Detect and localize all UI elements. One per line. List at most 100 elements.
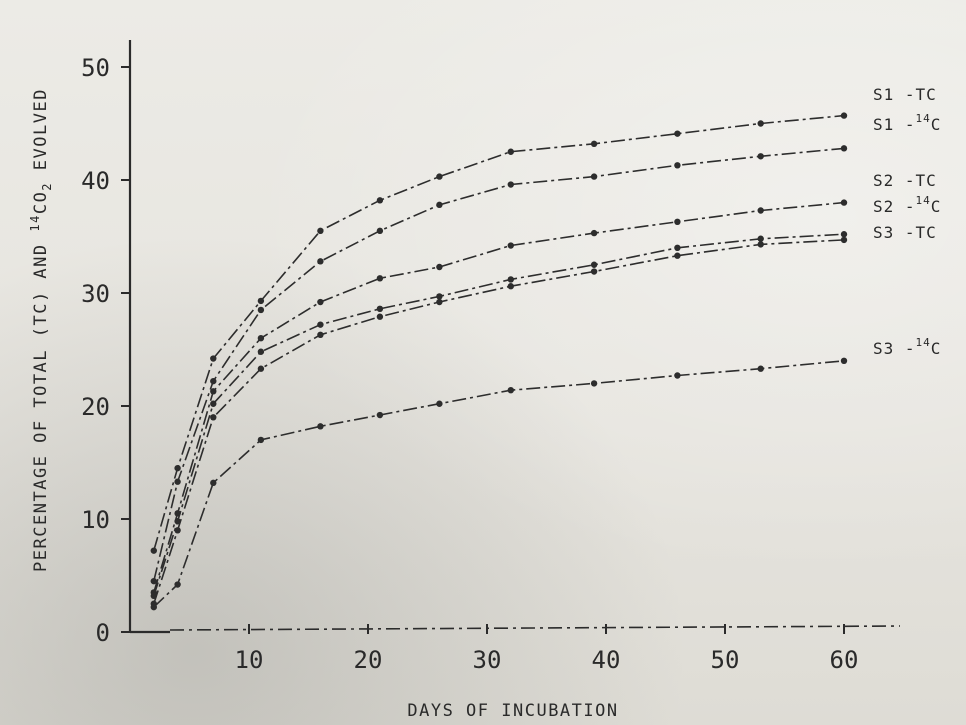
y-tick-label: 50 <box>81 54 110 82</box>
data-point <box>376 411 384 419</box>
x-tick-label: 40 <box>592 646 621 674</box>
x-tick-label: 10 <box>235 646 264 674</box>
data-point <box>257 335 265 342</box>
y-axis-title-sub: 2 <box>40 182 54 191</box>
data-point <box>257 365 265 372</box>
data-point <box>174 527 181 534</box>
data-point <box>317 321 324 328</box>
series-label: S2 -TC <box>873 171 937 190</box>
data-point <box>150 603 157 611</box>
series-label: S1 -TC <box>873 85 937 104</box>
data-point <box>757 153 764 160</box>
y-tick-label: 0 <box>96 619 110 647</box>
data-point <box>174 581 181 588</box>
data-point <box>674 218 681 226</box>
series-label: S1 -14C <box>873 112 941 134</box>
x-tick-label: 30 <box>473 646 502 674</box>
data-point <box>757 120 764 127</box>
x-axis-baseline <box>169 625 901 631</box>
data-point <box>674 130 681 137</box>
y-tick-label: 10 <box>81 506 110 534</box>
data-point <box>376 275 384 282</box>
data-point <box>317 298 324 306</box>
data-point <box>507 283 514 290</box>
series-6 <box>150 357 848 611</box>
data-point <box>757 365 764 372</box>
data-point <box>757 241 764 248</box>
y-axis-title: PERCENTAGE OF TOTAL (TC) AND 14CO2 EVOLV… <box>28 88 54 572</box>
data-point <box>317 331 324 339</box>
data-point <box>174 478 181 485</box>
series-label-main: S1 - <box>873 115 916 134</box>
data-point <box>590 140 598 148</box>
data-point <box>150 547 157 554</box>
data-point <box>674 244 681 251</box>
y-tick-label: 20 <box>81 393 110 421</box>
data-point <box>840 231 848 238</box>
series-label-main: S1 -TC <box>873 85 937 104</box>
data-point <box>436 400 443 407</box>
data-point <box>507 242 514 249</box>
series-line <box>153 201 845 593</box>
data-point <box>317 227 324 235</box>
x-axis-ticks: 10 20 30 40 50 60 <box>235 624 859 674</box>
y-axis-title-co: CO <box>31 191 51 214</box>
data-point <box>317 258 324 265</box>
series-label-main: S2 - <box>873 197 916 216</box>
data-point <box>436 263 443 271</box>
data-point <box>590 229 598 237</box>
series-label-main: S2 -TC <box>873 171 937 190</box>
data-point <box>210 388 217 395</box>
y-axis-title-sup: 14 <box>28 214 42 231</box>
data-point <box>257 297 265 305</box>
data-point <box>840 112 848 119</box>
data-point <box>590 173 598 180</box>
data-point <box>210 355 217 362</box>
x-tick-label: 20 <box>354 646 383 674</box>
data-point <box>317 423 324 430</box>
data-point <box>436 201 443 209</box>
data-point <box>757 235 764 242</box>
data-point <box>590 380 598 387</box>
y-tick-label: 40 <box>81 167 110 195</box>
data-point <box>257 348 265 355</box>
x-tick-label: 50 <box>711 646 740 674</box>
series-label-suffix: C <box>931 197 942 216</box>
data-point <box>150 577 157 585</box>
data-point <box>436 293 443 300</box>
y-tick-label: 30 <box>81 280 110 308</box>
series-label-sup: 14 <box>916 112 931 125</box>
data-point <box>507 148 514 155</box>
data-point <box>257 306 265 314</box>
series-label: S3 -14C <box>873 336 941 358</box>
series-line <box>153 360 845 608</box>
data-point <box>507 181 514 188</box>
data-point <box>840 357 848 364</box>
data-point <box>507 386 514 394</box>
series-4 <box>150 231 848 600</box>
x-axis-title: DAYS OF INCUBATION <box>407 701 618 721</box>
data-point <box>674 252 681 259</box>
data-point <box>376 305 384 313</box>
x-tick-label: 60 <box>830 646 859 674</box>
data-point <box>674 372 681 379</box>
data-point <box>376 313 384 320</box>
data-point <box>210 400 217 407</box>
series-label-sup: 14 <box>916 194 931 207</box>
series-label: S3 -TC <box>873 223 937 242</box>
data-point <box>840 236 848 244</box>
y-axis-title-suffix: EVOLVED <box>31 88 51 182</box>
series-label-main: S3 - <box>873 339 916 358</box>
data-point <box>436 298 443 306</box>
data-point <box>376 197 384 204</box>
series-label-suffix: C <box>931 339 942 358</box>
y-axis-title-prefix: PERCENTAGE OF TOTAL (TC) AND <box>31 232 51 572</box>
data-point <box>840 145 848 152</box>
series-label-main: S3 -TC <box>873 223 937 242</box>
data-point <box>210 414 217 421</box>
series-layer <box>150 112 848 611</box>
series-line <box>153 239 845 605</box>
